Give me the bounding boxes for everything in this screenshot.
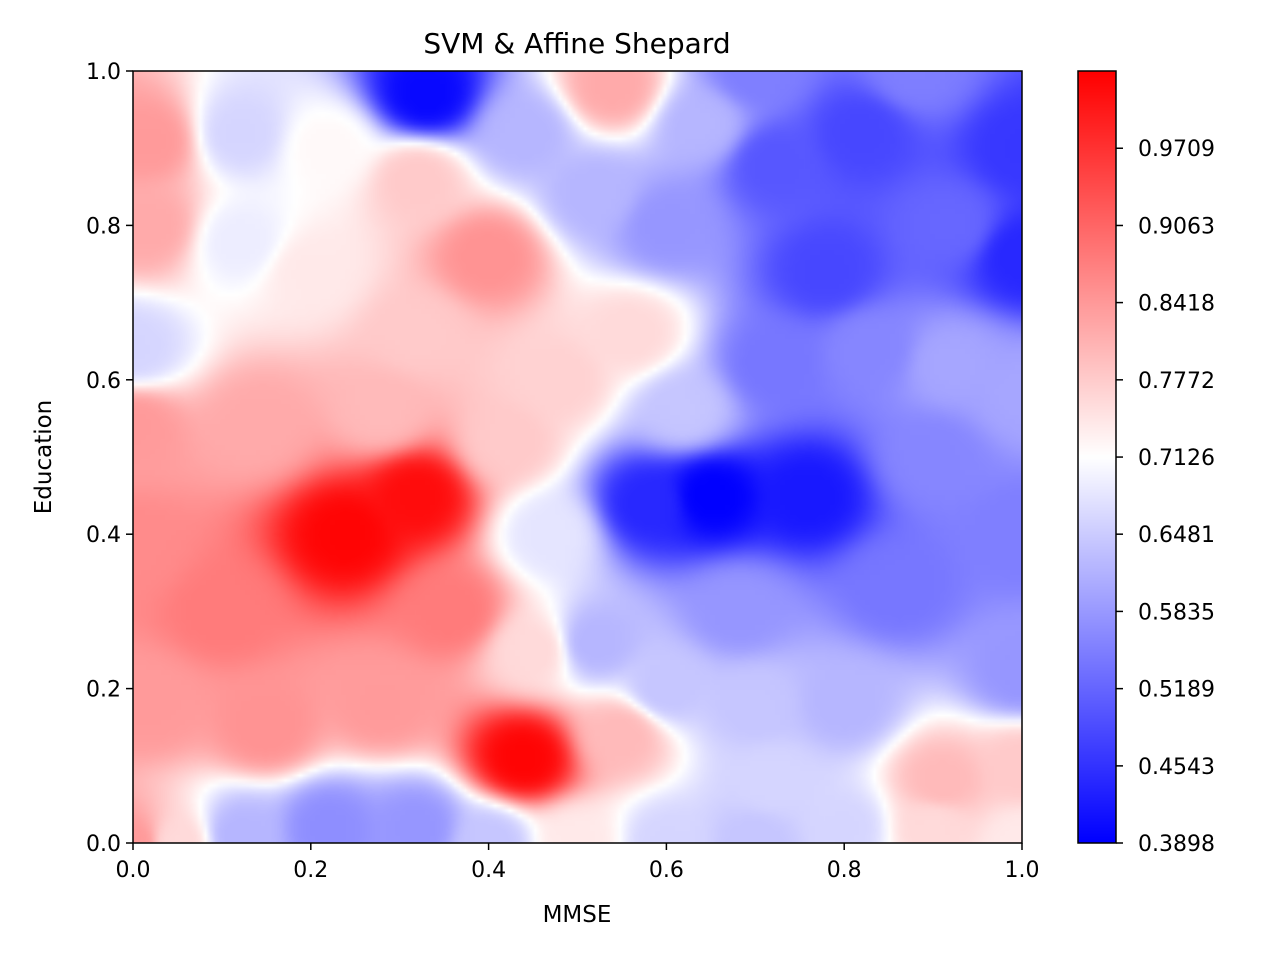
y-tick-label: 0.2: [86, 678, 121, 703]
plot-frame: [132, 70, 1023, 844]
y-tick-label: 1.0: [86, 60, 121, 85]
y-tick-label: 0.6: [86, 369, 121, 394]
x-axis-label: MMSE: [543, 902, 612, 928]
colorbar-tick-label: 0.5189: [1138, 678, 1215, 703]
chart-title: SVM & Affine Shepard: [423, 27, 730, 60]
x-tick-label: 0.4: [471, 858, 506, 883]
colorbar-gradient: [1078, 71, 1116, 843]
y-tick-label: 0.8: [86, 214, 121, 239]
y-tick-label: 0.0: [86, 832, 121, 857]
colorbar-tick-label: 0.3898: [1138, 832, 1215, 857]
colorbar-tick-label: 0.8418: [1138, 292, 1215, 317]
colorbar-ticks: 0.3898 0.4543 0.5189 0.5835 0.6481 0.7126 0.77…: [1116, 137, 1215, 857]
colorbar-tick-label: 0.9709: [1138, 137, 1215, 162]
heatmap-plot-area: [132, 70, 1023, 844]
y-axis: 0.0 0.2 0.4 0.6 0.8 1.0: [86, 60, 133, 857]
x-axis: 0.0 0.2 0.4 0.6 0.8 1.0: [116, 843, 1040, 883]
colorbar-tick-label: 0.5835: [1138, 600, 1215, 625]
colorbar: 0.3898 0.4543 0.5189 0.5835 0.6481 0.7126 0.77…: [1077, 70, 1215, 857]
colorbar-tick-label: 0.7126: [1138, 446, 1215, 471]
x-tick-label: 0.8: [827, 858, 862, 883]
colorbar-tick-label: 0.6481: [1138, 523, 1215, 548]
y-tick-label: 0.4: [86, 523, 121, 548]
x-tick-label: 0.6: [649, 858, 684, 883]
colorbar-tick-label: 0.7772: [1138, 369, 1215, 394]
colorbar-tick-label: 0.4543: [1138, 755, 1215, 780]
y-axis-label: Education: [31, 400, 57, 515]
x-tick-label: 0.0: [116, 858, 151, 883]
x-tick-label: 1.0: [1005, 858, 1040, 883]
heatmap-surface: [133, 71, 1022, 843]
colorbar-tick-label: 0.9063: [1138, 214, 1215, 239]
x-tick-label: 0.2: [293, 858, 328, 883]
